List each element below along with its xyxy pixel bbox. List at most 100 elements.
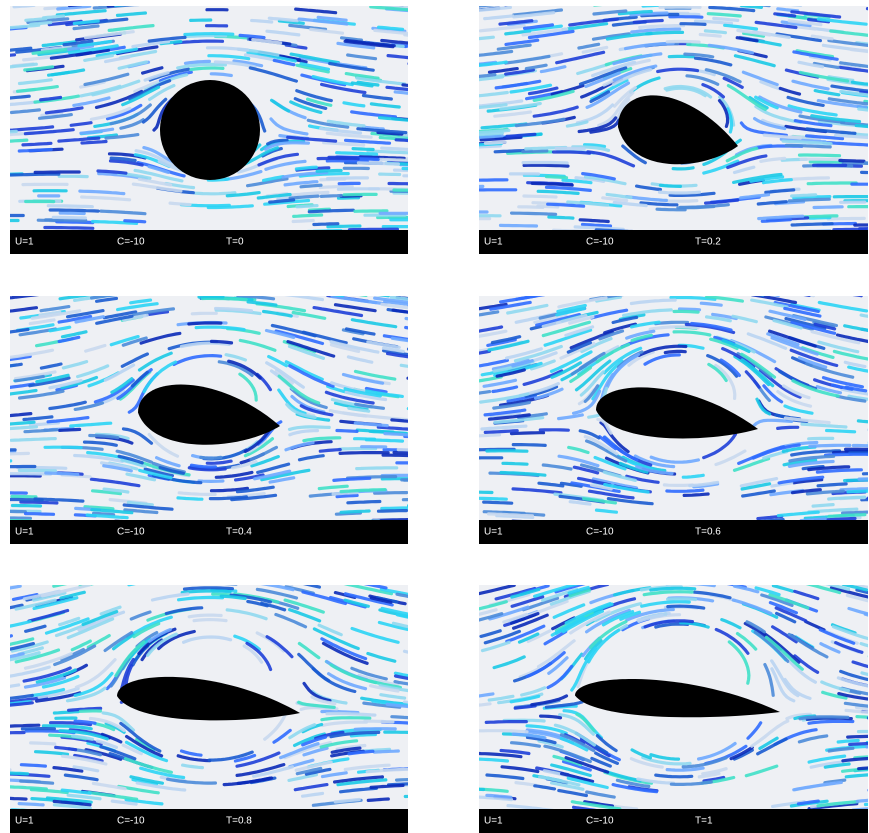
streak (10, 785, 48, 791)
streak (484, 720, 528, 724)
streak (10, 585, 22, 590)
streak (301, 585, 303, 586)
streak (572, 805, 597, 809)
streak (419, 583, 439, 586)
streak (412, 676, 432, 679)
streak (383, 730, 408, 734)
streak (344, 327, 376, 336)
streak (45, 796, 93, 804)
streak (90, 508, 134, 515)
velocity-label: U=1 (15, 527, 34, 538)
streak (498, 223, 539, 228)
streak (57, 335, 81, 344)
streak (285, 585, 294, 587)
streak (329, 340, 380, 354)
streak (592, 9, 628, 16)
streak (783, 306, 822, 318)
streak (568, 315, 595, 325)
streak (479, 392, 530, 404)
streak (491, 385, 519, 394)
streak (731, 314, 758, 324)
streak (346, 355, 374, 364)
streak (836, 676, 868, 688)
streak (838, 65, 868, 73)
streak (295, 63, 330, 74)
streak (768, 309, 807, 322)
streak (147, 165, 170, 174)
streak (52, 799, 92, 807)
streak (22, 415, 54, 422)
streak (790, 488, 822, 495)
streak (341, 372, 385, 385)
streak (114, 640, 146, 678)
streak (479, 144, 502, 149)
streak (288, 429, 320, 437)
streak (238, 338, 277, 352)
streak (402, 700, 408, 705)
streak (808, 443, 852, 448)
streak (10, 651, 41, 662)
time-label: T=0.2 (695, 237, 721, 248)
streak (776, 390, 813, 408)
streak (30, 687, 66, 698)
streak (693, 19, 734, 26)
streak (792, 195, 832, 200)
streak (255, 587, 299, 600)
streak (119, 118, 145, 130)
streak (479, 757, 510, 763)
info-bar (479, 230, 868, 254)
streak (76, 364, 110, 379)
streak (835, 394, 867, 403)
streak (76, 0, 112, 2)
streak (729, 745, 754, 761)
streak (194, 325, 246, 332)
streak (652, 2, 700, 3)
streak (82, 440, 118, 447)
streak (532, 89, 575, 102)
streak (520, 686, 547, 697)
streak (143, 71, 170, 82)
streak (665, 766, 705, 772)
streak (236, 776, 272, 785)
streak (358, 296, 368, 297)
streak (158, 466, 185, 475)
streak (260, 585, 295, 592)
streak (426, 806, 446, 807)
streak (665, 39, 701, 44)
streak (60, 1, 84, 3)
streak (727, 640, 751, 685)
streak (501, 461, 529, 466)
streak (110, 377, 134, 394)
streak (854, 705, 868, 711)
streak (499, 470, 547, 477)
streak (10, 53, 17, 57)
streak (75, 285, 99, 288)
streak (479, 90, 509, 98)
streak (422, 341, 458, 345)
streak (863, 161, 868, 165)
streak (10, 129, 18, 134)
streak (586, 150, 636, 168)
streak (557, 788, 588, 798)
streak (667, 54, 695, 59)
streak (668, 15, 704, 19)
streak (115, 11, 147, 17)
streak (839, 669, 868, 682)
streak (312, 306, 364, 318)
streak (817, 340, 860, 354)
velocity-label: U=1 (484, 816, 503, 827)
streak (762, 133, 802, 140)
streak (559, 736, 589, 752)
streak (380, 506, 408, 511)
streak (322, 141, 366, 147)
streak (841, 756, 868, 763)
streak (819, 642, 841, 654)
streak (253, 469, 292, 481)
streak (692, 590, 732, 600)
streak (227, 359, 262, 380)
streak (559, 481, 583, 488)
streak (827, 38, 868, 47)
streak (479, 496, 508, 501)
streak (330, 296, 378, 305)
streak (513, 344, 563, 363)
